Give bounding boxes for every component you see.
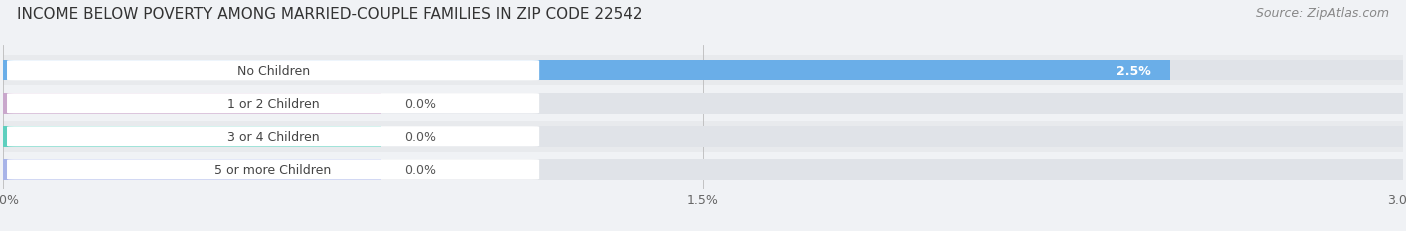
Bar bbox=[3, 94, 1403, 114]
Bar bbox=[3, 159, 1403, 180]
FancyBboxPatch shape bbox=[7, 61, 538, 81]
Bar bbox=[3, 61, 1170, 81]
Bar bbox=[3, 159, 381, 180]
Bar bbox=[3, 127, 381, 147]
Bar bbox=[3, 94, 381, 114]
Text: INCOME BELOW POVERTY AMONG MARRIED-COUPLE FAMILIES IN ZIP CODE 22542: INCOME BELOW POVERTY AMONG MARRIED-COUPL… bbox=[17, 7, 643, 22]
Text: 5 or more Children: 5 or more Children bbox=[215, 163, 332, 176]
FancyBboxPatch shape bbox=[7, 94, 538, 114]
Text: 0.0%: 0.0% bbox=[405, 97, 436, 110]
Bar bbox=[3, 127, 1403, 147]
Text: 0.0%: 0.0% bbox=[405, 130, 436, 143]
Text: No Children: No Children bbox=[236, 64, 309, 77]
Bar bbox=[3, 89, 1403, 119]
Bar bbox=[3, 122, 1403, 152]
Text: 1 or 2 Children: 1 or 2 Children bbox=[226, 97, 319, 110]
FancyBboxPatch shape bbox=[7, 127, 538, 147]
Text: 2.5%: 2.5% bbox=[1116, 64, 1152, 77]
Text: Source: ZipAtlas.com: Source: ZipAtlas.com bbox=[1256, 7, 1389, 20]
Bar bbox=[3, 61, 1403, 81]
Bar bbox=[3, 155, 1403, 185]
Text: 0.0%: 0.0% bbox=[405, 163, 436, 176]
Text: 3 or 4 Children: 3 or 4 Children bbox=[226, 130, 319, 143]
FancyBboxPatch shape bbox=[7, 160, 538, 180]
Bar bbox=[3, 56, 1403, 86]
